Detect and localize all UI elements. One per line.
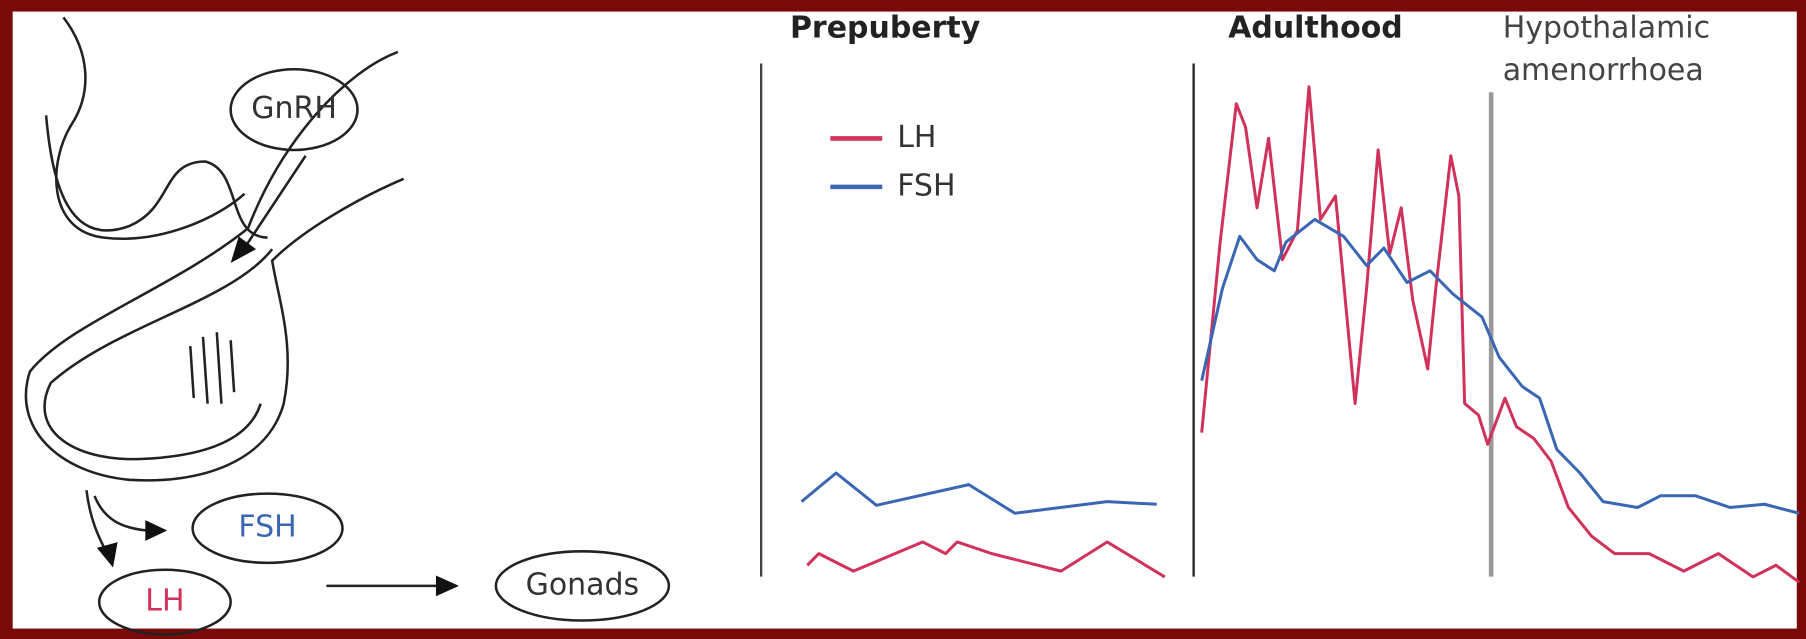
node-label: GnRH <box>251 91 337 126</box>
legend-label: LH <box>897 120 936 155</box>
node-label: FSH <box>238 510 296 545</box>
legend-label: FSH <box>897 168 955 203</box>
phase-label: Hypothalamic <box>1503 10 1710 45</box>
phase-label: Prepuberty <box>790 10 980 45</box>
phase-label: Adulthood <box>1228 10 1403 45</box>
node-label: LH <box>145 584 184 619</box>
page: GnRH FSH LH Gonads Prepuberty Adulthood Hypot… <box>0 0 1806 639</box>
phase-label: amenorrhoea <box>1503 53 1704 88</box>
node-label: Gonads <box>526 567 640 602</box>
figure: GnRH FSH LH Gonads Prepuberty Adulthood Hypot… <box>0 0 1806 639</box>
